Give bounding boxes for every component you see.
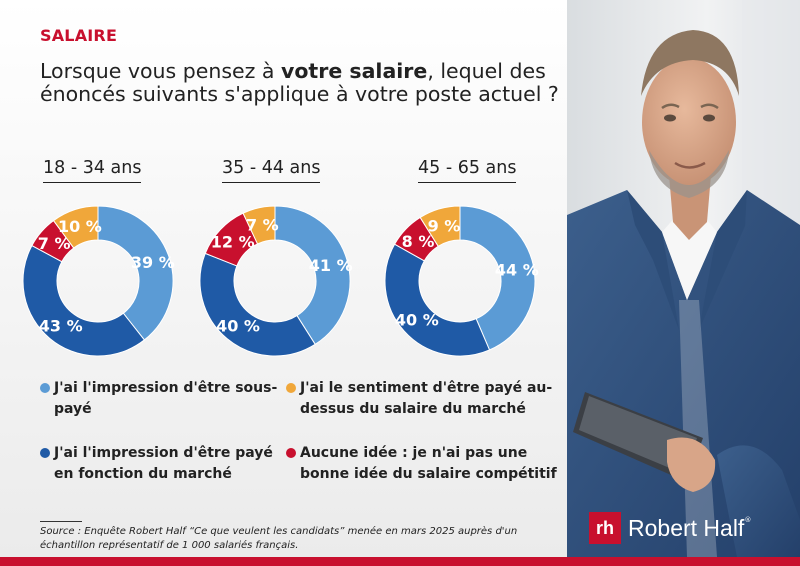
legend-text: payé <box>54 401 92 417</box>
legend-text: en fonction du marché <box>54 466 232 482</box>
question-text-end: , lequel des énoncés suivants s'applique… <box>40 59 559 106</box>
legend-text: J'ai l'impression d'être payé <box>54 445 273 461</box>
rh-logo-mark: rh <box>589 512 621 544</box>
donut-slice-au-dessus <box>242 205 276 245</box>
age-group-label-1: 18 - 34 ans <box>43 158 142 183</box>
donut-value-label: 44 % <box>495 260 539 279</box>
legend-dot-au-dessus <box>286 383 296 393</box>
legend-item-aucune-idee: Aucune idée : je n'ai pas une bonne idée… <box>286 443 557 485</box>
donut-value-label: 9 % <box>428 216 461 235</box>
donut-slice-au-dessus <box>52 205 99 249</box>
source-note: Source : Enquête Robert Half “Ce que veu… <box>40 526 518 551</box>
donut-value-label: 10 % <box>58 217 102 236</box>
donut-slice-au-dessus <box>419 205 461 247</box>
donut-value-label: 41 % <box>309 256 353 275</box>
legend-dot-marche <box>40 448 50 458</box>
survey-question: Lorsque vous pensez à votre salaire, leq… <box>40 60 560 106</box>
donut-value-label: 8 % <box>402 232 435 251</box>
donut-value-label: 43 % <box>39 316 83 335</box>
legend-item-au-dessus: J'ai le sentiment d'être payé au- dessus… <box>286 378 553 420</box>
brand-name: Robert Half <box>628 514 745 541</box>
donut-value-label: 7 % <box>246 215 279 234</box>
question-text-start: Lorsque vous pensez à <box>40 59 281 83</box>
legend-text: J'ai l'impression d'être sous- <box>54 380 278 396</box>
legend-item-sous-paye: J'ai l'impression d'être sous- payé <box>40 378 278 420</box>
age-group-label-2: 35 - 44 ans <box>222 158 321 183</box>
legend-item-marche: J'ai l'impression d'être payé en fonctio… <box>40 443 273 485</box>
legend-text: Aucune idée : je n'ai pas une <box>300 445 528 461</box>
age-group-label-3: 45 - 65 ans <box>418 158 517 183</box>
legend-text: bonne idée du salaire compétitif <box>300 466 557 482</box>
portrait-photo <box>567 0 800 557</box>
donut-value-label: 12 % <box>211 232 255 251</box>
donut-slice-sous-paye <box>459 205 536 351</box>
source-divider <box>40 521 82 522</box>
robert-half-logo: rh Robert Half ® <box>589 512 751 544</box>
donut-value-label: 40 % <box>395 311 439 330</box>
legend-dot-sous-paye <box>40 383 50 393</box>
registered-mark: ® <box>744 516 752 524</box>
donut-slice-marche <box>199 252 316 357</box>
donut-value-label: 7 % <box>38 234 71 253</box>
man-with-tablet-illustration <box>567 0 800 557</box>
donut-slice-sous-paye <box>97 205 174 341</box>
donut-slice-marche <box>22 244 146 357</box>
donut-slice-marche <box>384 243 491 357</box>
donut-slice-sous-paye <box>274 205 351 346</box>
content-panel <box>0 0 567 557</box>
legend-text: dessus du salaire du marché <box>300 401 526 417</box>
category-label: SALAIRE <box>40 26 118 45</box>
donut-charts: 39 %43 %7 %10 %41 %40 %12 %7 %44 %40 %8 … <box>22 205 539 357</box>
donut-value-label: 40 % <box>216 317 260 336</box>
legend-dot-aucune-idee <box>286 448 296 458</box>
question-emphasis: votre salaire <box>280 59 428 83</box>
bottom-accent-bar <box>0 557 800 566</box>
legend-text: J'ai le sentiment d'être payé au- <box>300 380 553 396</box>
donut-value-label: 39 % <box>131 253 175 272</box>
